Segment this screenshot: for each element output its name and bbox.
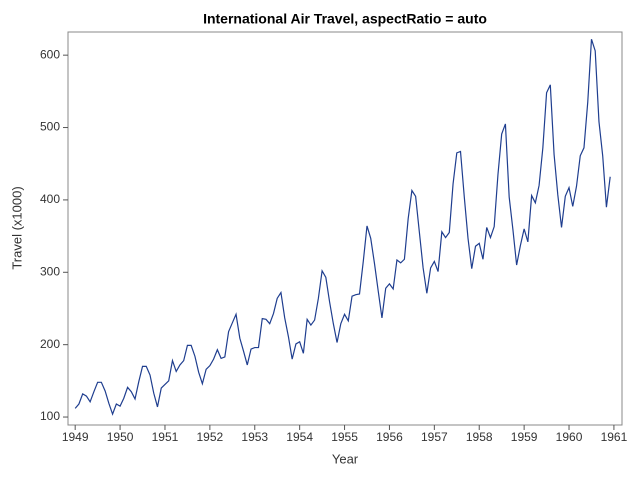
x-tick-label: 1950 [107,430,134,444]
y-tick-label: 400 [40,192,60,206]
y-tick-label: 600 [40,47,60,61]
x-tick-label: 1952 [197,430,224,444]
x-tick-label: 1956 [376,430,403,444]
x-tick-label: 1953 [241,430,268,444]
y-tick-label: 200 [40,337,60,351]
x-tick-label: 1954 [286,430,313,444]
x-tick-label: 1960 [556,430,583,444]
y-tick-label: 100 [40,409,60,423]
x-tick-label: 1957 [421,430,448,444]
x-tick-label: 1958 [466,430,493,444]
x-axis-label: Year [332,451,359,466]
chart-title: International Air Travel, aspectRatio = … [203,11,487,27]
data-line [74,39,611,416]
x-tick-label: 1949 [62,430,89,444]
x-tick-label: 1961 [601,430,628,444]
y-tick-label: 500 [40,120,60,134]
x-tick-label: 1955 [331,430,358,444]
x-tick-label: 1951 [152,430,179,444]
y-axis-label: Travel (x1000) [9,186,24,269]
x-tick-label: 1959 [511,430,538,444]
y-tick-label: 300 [40,264,60,278]
